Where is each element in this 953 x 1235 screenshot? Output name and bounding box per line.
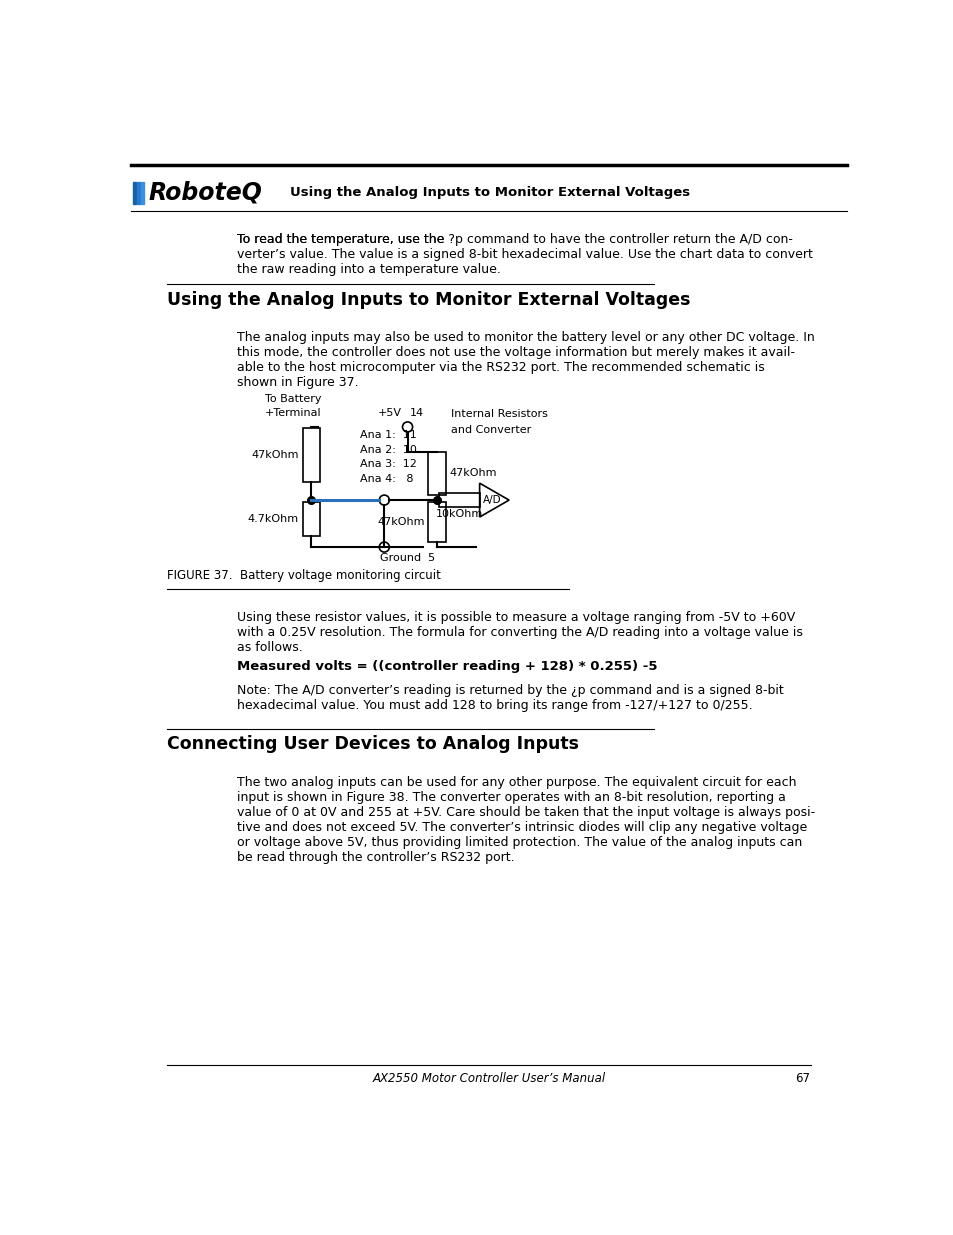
Text: value of 0 at 0V and 255 at +5V. Care should be taken that the input voltage is : value of 0 at 0V and 255 at +5V. Care sh…	[236, 805, 814, 819]
Text: 67: 67	[795, 1072, 810, 1084]
Bar	[428, 452, 445, 495]
Text: Ana 4:   8: Ana 4: 8	[359, 474, 413, 484]
Text: +5V: +5V	[377, 408, 401, 417]
Text: Using these resistor values, it is possible to measure a voltage ranging from -5: Using these resistor values, it is possi…	[236, 611, 795, 624]
Text: FIGURE 37.  Battery voltage monitoring circuit: FIGURE 37. Battery voltage monitoring ci…	[167, 568, 440, 582]
Bar	[133, 182, 136, 204]
Text: and Converter: and Converter	[451, 425, 531, 435]
Text: Using the Analog Inputs to Monitor External Voltages: Using the Analog Inputs to Monitor Exter…	[167, 290, 690, 309]
Text: as follows.: as follows.	[236, 641, 302, 655]
Text: shown in Figure 37.: shown in Figure 37.	[236, 375, 358, 389]
Bar	[428, 501, 445, 542]
Text: able to the host microcomputer via the RS232 port. The recommended schematic is: able to the host microcomputer via the R…	[236, 361, 764, 374]
Text: Ground  5: Ground 5	[380, 553, 436, 563]
Text: Ana 2:  10: Ana 2: 10	[359, 445, 416, 454]
Text: Ana 1:  11: Ana 1: 11	[359, 430, 416, 440]
Text: Internal Resistors: Internal Resistors	[451, 409, 547, 419]
Text: this mode, the controller does not use the voltage information but merely makes : this mode, the controller does not use t…	[236, 346, 794, 358]
Text: the raw reading into a temperature value.: the raw reading into a temperature value…	[236, 263, 500, 275]
Text: Measured volts = ((controller reading + 128) * 0.255) -5: Measured volts = ((controller reading + …	[236, 659, 657, 673]
Text: +Terminal: +Terminal	[265, 408, 321, 417]
Text: To read the temperature, use the ?p command to have the controller return the A/: To read the temperature, use the ?p comm…	[236, 233, 792, 246]
Text: A/D: A/D	[482, 495, 501, 505]
Text: Using the Analog Inputs to Monitor External Voltages: Using the Analog Inputs to Monitor Exter…	[290, 185, 689, 199]
Bar	[303, 429, 319, 483]
Text: 4.7kOhm: 4.7kOhm	[248, 514, 298, 524]
Text: 47kOhm: 47kOhm	[449, 468, 497, 478]
Text: The two analog inputs can be used for any other purpose. The equivalent circuit : The two analog inputs can be used for an…	[236, 776, 796, 788]
Text: 14: 14	[410, 408, 423, 417]
Text: The analog inputs may also be used to monitor the battery level or any other DC : The analog inputs may also be used to mo…	[236, 331, 814, 343]
Text: 10kOhm: 10kOhm	[435, 509, 482, 520]
Text: hexadecimal value. You must add 128 to bring its range from -127/+127 to 0/255.: hexadecimal value. You must add 128 to b…	[236, 699, 752, 711]
Bar	[137, 182, 140, 204]
Text: verter’s value. The value is a signed 8-bit hexadecimal value. Use the chart dat: verter’s value. The value is a signed 8-…	[236, 248, 812, 261]
Text: tive and does not exceed 5V. The converter’s intrinsic diodes will clip any nega: tive and does not exceed 5V. The convert…	[236, 820, 806, 834]
Text: 47kOhm: 47kOhm	[376, 516, 424, 527]
Text: input is shown in Figure 38. The converter operates with an 8-bit resolution, re: input is shown in Figure 38. The convert…	[236, 790, 785, 804]
Text: AX2550 Motor Controller User’s Manual: AX2550 Motor Controller User’s Manual	[372, 1072, 605, 1084]
Text: be read through the controller’s RS232 port.: be read through the controller’s RS232 p…	[236, 851, 514, 863]
Text: or voltage above 5V, thus providing limited protection. The value of the analog : or voltage above 5V, thus providing limi…	[236, 836, 801, 848]
Text: Note: The A/D converter’s reading is returned by the ¿p command and is a signed : Note: The A/D converter’s reading is ret…	[236, 684, 783, 697]
Text: Connecting User Devices to Analog Inputs: Connecting User Devices to Analog Inputs	[167, 736, 578, 753]
Text: To Battery: To Battery	[265, 394, 321, 404]
Bar	[303, 501, 319, 536]
Bar	[438, 493, 479, 508]
Text: with a 0.25V resolution. The formula for converting the A/D reading into a volta: with a 0.25V resolution. The formula for…	[236, 626, 802, 638]
Text: 47kOhm: 47kOhm	[252, 451, 298, 461]
Bar	[141, 182, 144, 204]
Text: To read the temperature, use the: To read the temperature, use the	[236, 233, 448, 246]
Text: RoboteQ: RoboteQ	[148, 180, 262, 205]
Text: Ana 3:  12: Ana 3: 12	[359, 459, 416, 469]
